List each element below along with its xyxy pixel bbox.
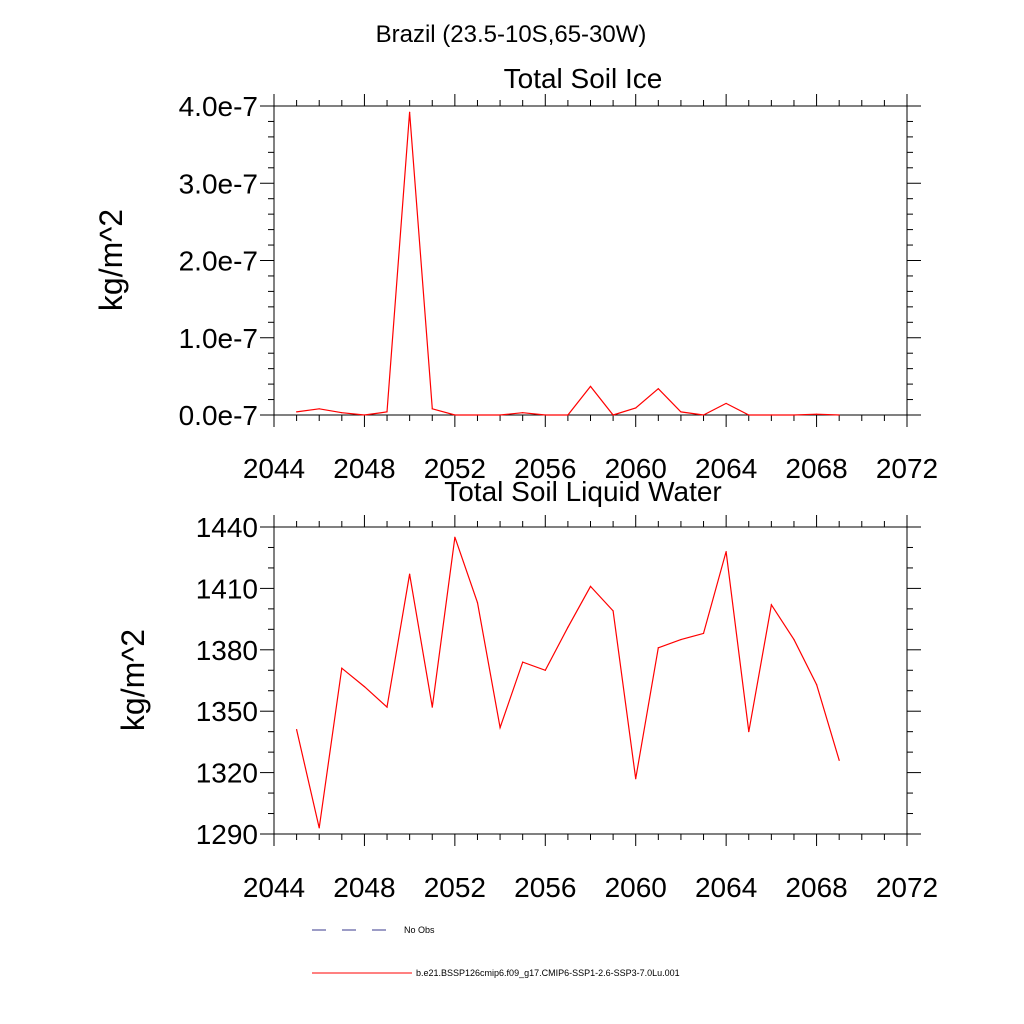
data-point	[544, 669, 546, 671]
data-point	[341, 412, 343, 414]
y-tick-label: 1380	[196, 635, 258, 666]
data-point	[386, 706, 388, 708]
data-point	[770, 414, 772, 416]
y-tick-label: 4.0e-7	[179, 91, 258, 122]
data-point	[386, 411, 388, 413]
data-point	[680, 411, 682, 413]
x-tick-label: 2056	[514, 453, 576, 484]
data-point	[296, 729, 298, 731]
data-point	[815, 683, 818, 686]
data-point	[748, 731, 750, 733]
data-point	[657, 647, 659, 649]
x-tick-label: 2056	[514, 872, 576, 903]
data-point	[725, 550, 727, 553]
data-point	[657, 388, 659, 390]
data-point	[612, 610, 614, 612]
data-point	[476, 602, 479, 604]
x-tick-label: 2044	[243, 872, 305, 903]
plot-frame	[273, 105, 908, 416]
data-point	[793, 638, 795, 641]
legend-label-no-obs: No Obs	[404, 925, 435, 935]
y-tick-label: 1440	[196, 512, 258, 543]
x-tick-label: 2072	[876, 872, 938, 903]
y-tick-label: 0.0e-7	[179, 400, 258, 431]
data-point	[476, 414, 479, 416]
x-tick-label: 2068	[785, 872, 847, 903]
data-point	[635, 407, 637, 409]
y-tick-label: 1320	[196, 758, 258, 789]
panel-total-soil-liquid-water: Total Soil Liquid Water kg/m^2 2044 2048 2…	[115, 476, 938, 903]
panel-total-soil-ice: Total Soil Ice kg/m^2 2044 2048 2052 2056 20…	[93, 63, 938, 484]
data-point	[522, 661, 524, 663]
data-point	[409, 111, 411, 113]
legend: No Obs b.e21.BSSP126cmip6.f09_g17.CMIP6-…	[312, 925, 680, 978]
data-point	[702, 414, 705, 416]
data-point	[409, 573, 411, 575]
x-tick-label: 2064	[695, 872, 757, 903]
panel-title: Total Soil Liquid Water	[444, 476, 722, 507]
data-point	[522, 412, 524, 414]
x-tick-label: 2072	[876, 453, 938, 484]
x-tick-label: 2064	[695, 453, 757, 484]
data-point	[680, 638, 682, 641]
data-point	[431, 706, 433, 708]
data-point	[770, 604, 772, 606]
x-tick-label: 2060	[605, 453, 667, 484]
data-point	[815, 413, 818, 415]
series-line	[296, 112, 840, 416]
data-point	[589, 385, 592, 388]
data-point	[748, 414, 750, 416]
x-tick-label: 2048	[333, 453, 395, 484]
legend-label-model-run: b.e21.BSSP126cmip6.f09_g17.CMIP6-SSP1-2.…	[416, 968, 680, 978]
x-tick-label: 2060	[605, 872, 667, 903]
y-tick-label: 1.0e-7	[179, 323, 258, 354]
y-tick-label: 1410	[196, 573, 258, 604]
data-point	[431, 408, 433, 410]
data-point	[589, 585, 592, 587]
data-point	[363, 414, 366, 416]
x-tick-label: 2048	[333, 872, 395, 903]
data-point	[499, 414, 501, 416]
data-point	[567, 626, 569, 628]
data-point	[341, 667, 343, 669]
data-point	[567, 414, 569, 416]
y-axis-label: kg/m^2	[93, 209, 129, 311]
y-tick-label: 1290	[196, 819, 258, 850]
data-point	[454, 536, 456, 538]
y-tick-label: 1350	[196, 696, 258, 727]
x-tick-label: 2068	[785, 453, 847, 484]
data-point	[544, 414, 546, 416]
series-line	[296, 537, 840, 829]
x-tick-label: 2044	[243, 453, 305, 484]
y-tick-label: 3.0e-7	[179, 168, 258, 199]
panel-title: Total Soil Ice	[504, 63, 663, 94]
data-point	[612, 414, 614, 416]
data-point	[635, 778, 637, 780]
x-tick-label: 2052	[424, 453, 486, 484]
x-tick-label: 2052	[424, 872, 486, 903]
y-tick-label: 2.0e-7	[179, 246, 258, 277]
data-point	[793, 414, 795, 416]
data-point	[838, 759, 840, 761]
data-point	[725, 402, 727, 405]
data-point	[296, 411, 298, 413]
y-axis-label: kg/m^2	[115, 629, 151, 731]
data-point	[454, 414, 456, 416]
data-point	[318, 408, 320, 410]
data-point	[838, 414, 840, 416]
data-point	[363, 686, 366, 688]
page-title: Brazil (23.5-10S,65-30W)	[376, 21, 647, 48]
data-point	[702, 632, 705, 635]
data-point	[499, 726, 501, 729]
plot-frame	[273, 526, 908, 835]
data-point	[318, 827, 320, 829]
